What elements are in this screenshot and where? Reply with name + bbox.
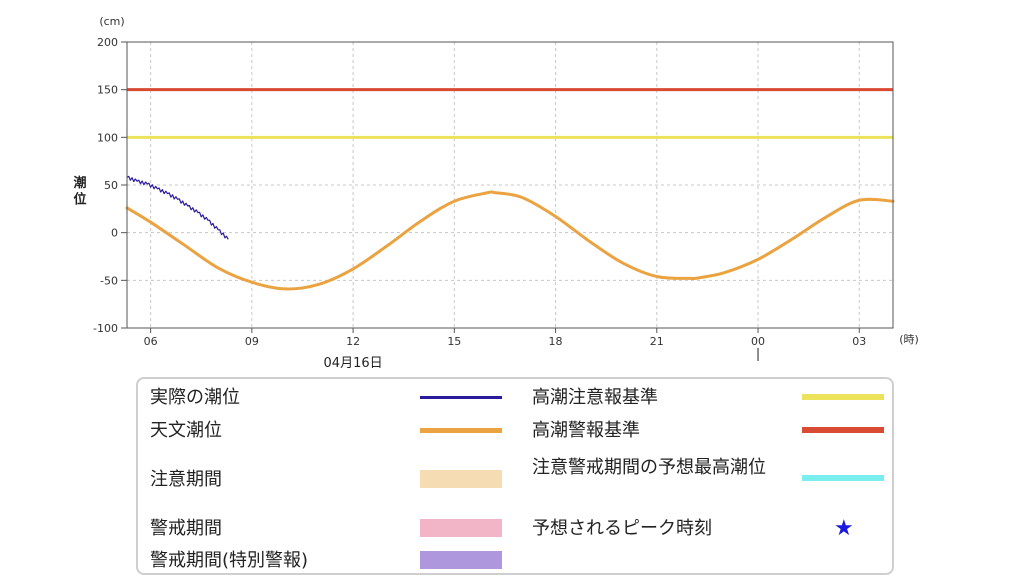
y-tick-label: 50 [104,179,118,192]
legend-swatch-warning-period [420,519,502,537]
y-tick-label: -100 [93,322,118,335]
legend-label-warning-period: 警戒期間 [150,518,222,539]
legend-label-advisory-period: 注意期間 [150,469,222,490]
y-unit-label: (cm) [99,15,124,28]
y-tick-label: 100 [97,131,118,144]
legend-swatch-warning-criterion [802,427,884,433]
x-unit-label: (時) [899,333,919,346]
legend-label-actual-tide: 実際の潮位 [150,387,240,408]
legend-swatch-max-predicted-tide [802,475,884,481]
date-label: 04月16日 [324,356,383,371]
y-tick-label: 200 [97,36,118,49]
x-tick-label: 15 [447,335,461,348]
tide-chart: -100 -50 0 50 100 150 200 06 09 12 15 18 21 00 03 (cm… [73,15,919,371]
x-tick-label: 06 [144,335,158,348]
legend-label-special-warning-period: 警戒期間(特別警報) [150,550,309,571]
x-tick-label: 18 [549,335,563,348]
legend-label-max-predicted-tide: 注意警戒期間の予想最高潮位 [532,457,766,478]
series-lines [125,175,895,291]
x-tick-label: 21 [650,335,664,348]
x-tick-label: 12 [346,335,360,348]
y-axis-title-char: 潮 [73,175,86,191]
series-line-astronomical [125,190,895,291]
grid [127,41,893,329]
legend-swatch-special-warning-period [420,551,502,569]
legend-swatch-advisory-criterion [802,394,884,400]
y-axis-title-char: 位 [73,191,86,207]
x-tick-label: 03 [852,335,866,348]
x-tick-label: 09 [245,335,259,348]
y-tick-label: -50 [100,274,118,287]
legend: 実際の潮位 天文潮位 注意期間 警戒期間 警戒期間(特別警報) 高潮注意報基準 … [136,377,894,575]
legend-swatch-actual-tide [420,396,502,399]
x-tick-label: 00 [751,335,765,348]
star-icon: ★ [834,516,854,541]
legend-label-astronomical-tide: 天文潮位 [150,420,222,441]
y-tick-label: 150 [97,84,118,97]
series-line-actual [126,175,229,240]
x-axis: 06 09 12 15 18 21 00 03 [144,328,866,361]
legend-label-peak-time: 予想されるピーク時刻 [532,518,712,539]
legend-swatch-advisory-period [420,470,502,488]
legend-label-warning-criterion: 高潮警報基準 [532,420,640,441]
y-tick-label: 0 [111,227,118,240]
y-axis-title: 潮位 [73,175,86,207]
y-axis: -100 -50 0 50 100 150 200 [93,36,127,335]
legend-swatch-astronomical-tide [420,428,502,433]
legend-label-advisory-criterion: 高潮注意報基準 [532,387,658,408]
threshold-lines [127,88,893,139]
